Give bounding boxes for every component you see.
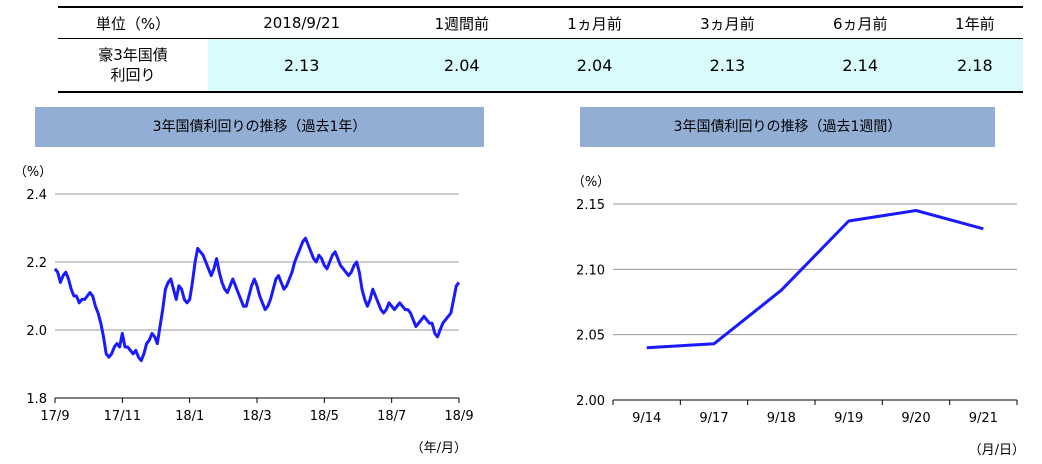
header-cell: 1年前 (926, 6, 1023, 39)
y-tick-label: 2.10 (576, 263, 605, 278)
x-tick-label: 18/9 (444, 409, 473, 424)
value-cell: 2.04 (395, 38, 529, 93)
header-cell: 3ヵ月前 (660, 6, 794, 39)
header-cell: 1ヵ月前 (528, 6, 661, 39)
x-unit-label: （年/月） (411, 441, 467, 456)
header-cell: 2018/9/21 (208, 6, 396, 39)
x-tick-label: 9/20 (901, 411, 930, 426)
value-cell: 2.14 (793, 38, 927, 93)
y-unit-label: （%） (14, 165, 52, 180)
chart-title-1y: 3年国債利回りの推移（過去1年） (35, 107, 484, 147)
y-tick-label: 2.05 (576, 329, 605, 344)
table-row: 豪3年国債 利回り 2.13 2.04 2.04 2.13 2.14 2.18 (58, 38, 1023, 93)
table-header-row: 単位（%） 2018/9/21 1週間前 1ヵ月前 3ヵ月前 6ヵ月前 1年前 (58, 6, 1023, 39)
x-tick-label: 9/21 (969, 411, 998, 426)
chart-title-1w: 3年国債利回りの推移（過去1週間） (580, 107, 995, 147)
x-unit-label: （月/日） (969, 443, 1025, 458)
yield-summary-table: 単位（%） 2018/9/21 1週間前 1ヵ月前 3ヵ月前 6ヵ月前 1年前 … (58, 6, 1023, 93)
series-line (646, 209, 984, 350)
series-line (53, 236, 461, 363)
header-cell: 1週間前 (395, 6, 529, 39)
x-tick-label: 9/17 (699, 411, 728, 426)
x-tick-label: 17/9 (40, 409, 69, 424)
x-tick-label: 18/1 (175, 409, 204, 424)
x-tick-label: 9/19 (834, 411, 863, 426)
y-tick-label: 2.15 (576, 198, 605, 213)
row-label-line: 豪3年国債 (98, 46, 168, 64)
value-cell: 2.18 (926, 38, 1023, 93)
y-tick-label: 2.2 (26, 256, 47, 271)
value-cell: 2.13 (208, 38, 396, 93)
x-tick-label: 18/3 (242, 409, 271, 424)
y-tick-label: 2.4 (26, 188, 47, 203)
x-tick-label: 17/11 (104, 409, 141, 424)
y-tick-label: 2.00 (576, 394, 605, 409)
value-cell: 2.13 (660, 38, 794, 93)
row-label: 豪3年国債 利回り (58, 38, 208, 93)
header-cell: 6ヵ月前 (793, 6, 927, 39)
header-cell: 単位（%） (58, 6, 208, 39)
x-tick-label: 9/14 (632, 411, 661, 426)
x-tick-label: 9/18 (767, 411, 796, 426)
value-cell: 2.04 (528, 38, 661, 93)
y-tick-label: 1.8 (26, 392, 47, 407)
y-tick-label: 2.0 (26, 324, 47, 339)
x-tick-label: 18/5 (310, 409, 339, 424)
y-unit-label: （%） (572, 175, 610, 190)
x-tick-label: 18/7 (377, 409, 406, 424)
row-label-line: 利回り (110, 66, 156, 84)
